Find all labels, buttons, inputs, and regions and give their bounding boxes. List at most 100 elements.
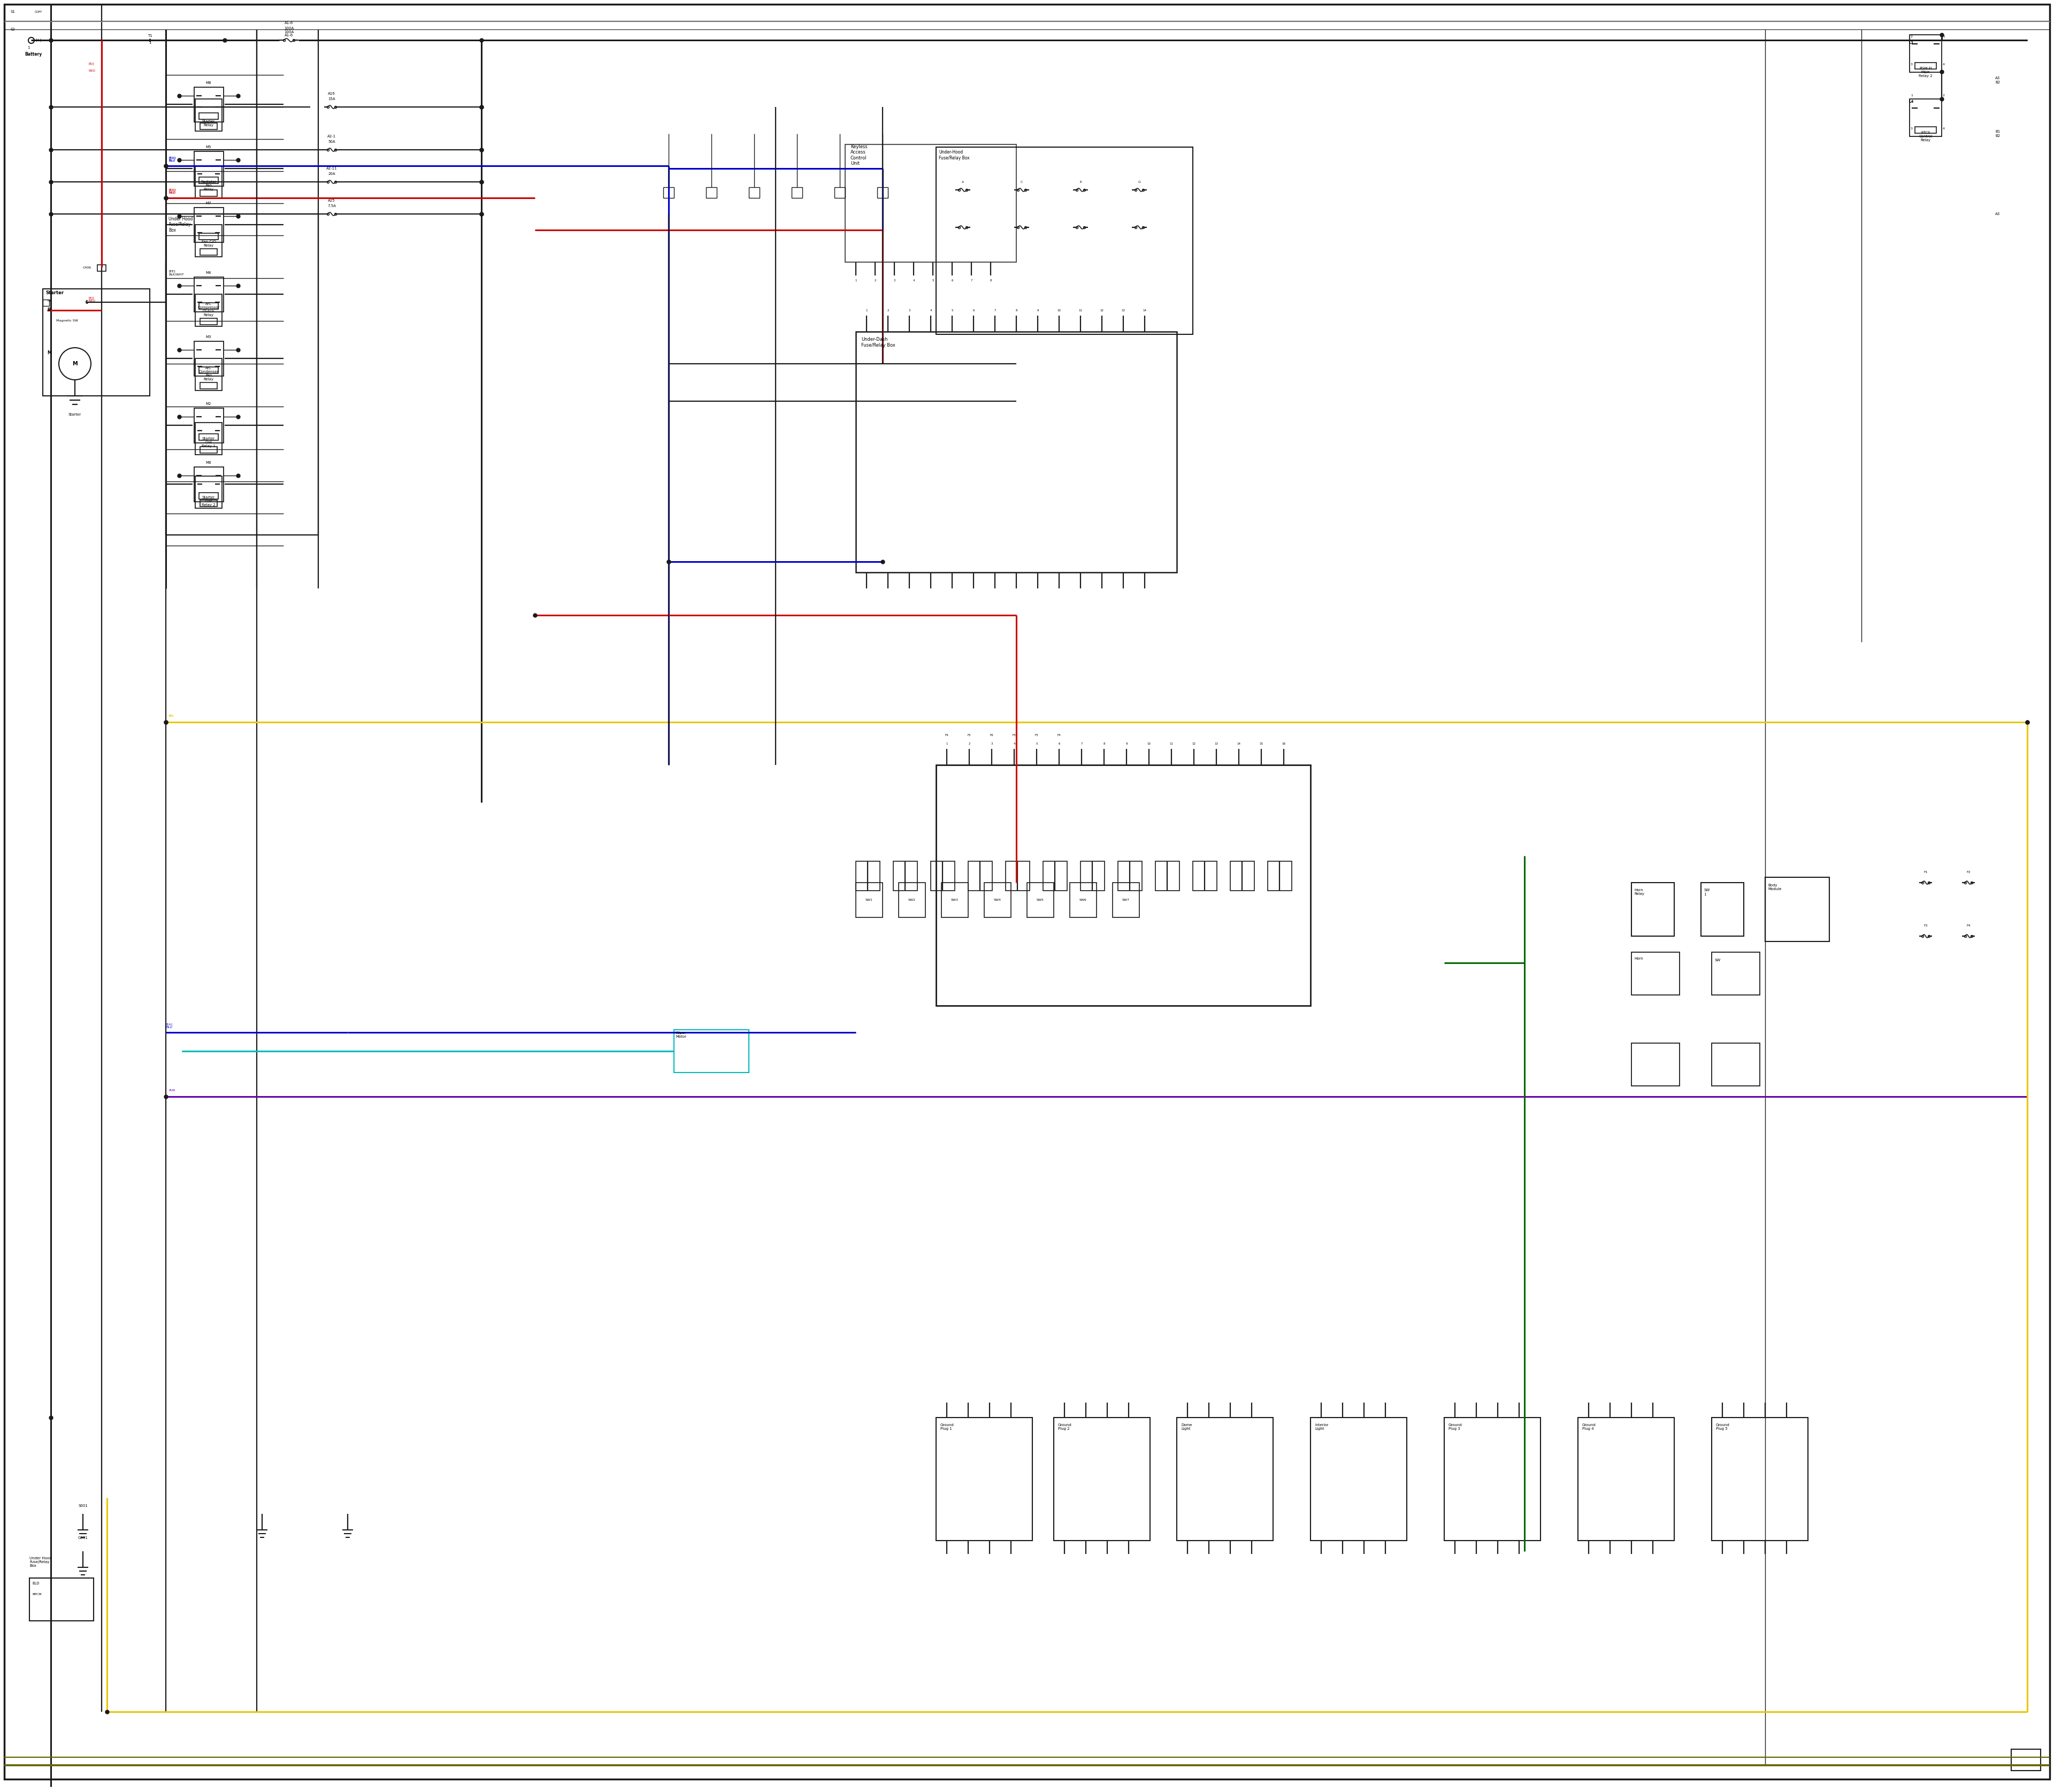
Bar — [1711, 952, 1760, 995]
Text: SW5: SW5 — [1037, 898, 1043, 901]
Bar — [1910, 99, 1941, 136]
Text: YEL: YEL — [168, 715, 175, 717]
Text: RED: RED — [88, 70, 94, 72]
Text: L1: L1 — [1908, 41, 1914, 45]
Bar — [1117, 862, 1142, 891]
Text: A3
B2: A3 B2 — [1994, 77, 2001, 84]
Text: 20A: 20A — [329, 172, 335, 176]
Text: M3: M3 — [205, 335, 212, 339]
Text: 10: 10 — [1058, 308, 1062, 312]
Text: 100A: 100A — [283, 27, 294, 30]
Text: F2: F2 — [1966, 871, 1970, 873]
Text: YEL: YEL — [168, 715, 175, 717]
Bar — [1193, 862, 1216, 891]
Bar — [43, 299, 49, 306]
Text: [EJ]
RED: [EJ] RED — [88, 297, 94, 303]
Text: Fan C/O
Relay: Fan C/O Relay — [201, 240, 216, 247]
Bar — [967, 862, 992, 891]
Text: [EA]
BLU: [EA] BLU — [168, 156, 175, 163]
Text: A: A — [961, 181, 963, 183]
Bar — [857, 332, 1177, 572]
Text: Under-Hood
Fuse/Relay Box: Under-Hood Fuse/Relay Box — [939, 151, 969, 159]
Bar — [2011, 1749, 2040, 1770]
Text: Horn
Relay: Horn Relay — [1635, 889, 1645, 896]
Bar — [937, 147, 1193, 335]
Text: A16: A16 — [329, 91, 335, 95]
Text: (+): (+) — [35, 38, 41, 41]
Bar — [707, 186, 717, 197]
Bar — [1113, 883, 1140, 918]
Bar — [195, 208, 224, 242]
Text: Wiper
Motor: Wiper Motor — [676, 1032, 686, 1039]
Text: G001: G001 — [78, 1536, 88, 1539]
Bar — [195, 468, 224, 502]
Text: Starter
Coil
Relay 1: Starter Coil Relay 1 — [201, 437, 216, 448]
Text: L4: L4 — [1908, 100, 1914, 104]
Text: M: M — [72, 360, 78, 366]
Bar — [43, 289, 150, 396]
Bar — [857, 862, 879, 891]
Text: Dome
Light: Dome Light — [1181, 1423, 1191, 1430]
Text: SW7: SW7 — [1121, 898, 1130, 901]
Text: PGM-FI
Main
Relay 2: PGM-FI Main Relay 2 — [1918, 66, 1933, 77]
Text: A2-11: A2-11 — [327, 167, 337, 170]
Text: A/C
Compressor
Clutch
Relay: A/C Compressor Clutch Relay — [197, 303, 220, 317]
Bar — [750, 186, 760, 197]
Bar — [663, 186, 674, 197]
Text: S001: S001 — [78, 1503, 88, 1507]
Text: 7.5A: 7.5A — [327, 204, 337, 208]
Text: S: S — [86, 299, 88, 305]
Bar — [1631, 1043, 1680, 1086]
Text: M: M — [47, 351, 51, 355]
Text: C: C — [1021, 181, 1023, 183]
Bar — [1080, 862, 1105, 891]
Text: Under Hood
Fuse/Relay
Box: Under Hood Fuse/Relay Box — [29, 1557, 51, 1568]
Text: 1: 1 — [27, 47, 29, 48]
Text: Keyless
Access
Control
Unit: Keyless Access Control Unit — [850, 145, 867, 167]
Text: Ground
Plug 5: Ground Plug 5 — [1715, 1423, 1729, 1430]
Bar — [1267, 862, 1292, 891]
Bar — [1177, 1417, 1273, 1541]
Text: [EE]
BLK/WHT: [EE] BLK/WHT — [168, 271, 185, 276]
Text: E: E — [1080, 181, 1082, 183]
Text: Starter
Coil
Relay 2: Starter Coil Relay 2 — [201, 496, 216, 507]
Text: B: B — [47, 308, 49, 312]
Bar — [195, 278, 224, 312]
Text: F3: F3 — [1925, 925, 1927, 926]
Bar — [1310, 1417, 1407, 1541]
Bar — [1070, 883, 1097, 918]
Bar — [1043, 862, 1068, 891]
Bar — [195, 477, 222, 509]
Text: Radiator
Fan
Relay: Radiator Fan Relay — [201, 181, 216, 192]
Bar — [1444, 1417, 1540, 1541]
Text: BPCM: BPCM — [33, 1593, 41, 1595]
Bar — [941, 883, 967, 918]
Text: M2: M2 — [205, 401, 212, 405]
Bar — [29, 1579, 94, 1620]
Text: Ground
Plug 3: Ground Plug 3 — [1448, 1423, 1462, 1430]
Bar — [1910, 34, 1941, 72]
Text: M8: M8 — [205, 461, 212, 464]
Text: A3: A3 — [1994, 213, 2001, 215]
Bar — [1631, 952, 1680, 995]
Text: Interior
Light: Interior Light — [1315, 1423, 1329, 1430]
Text: S2: S2 — [10, 29, 14, 30]
Text: Ground
Plug 1: Ground Plug 1 — [941, 1423, 955, 1430]
Text: ELD: ELD — [33, 1582, 39, 1584]
Text: 14: 14 — [1237, 742, 1241, 745]
Bar — [195, 294, 222, 326]
Text: [EA]
BLU: [EA] BLU — [168, 156, 175, 163]
Text: G: G — [1138, 181, 1140, 183]
Text: [EA]
BLU: [EA] BLU — [166, 1023, 173, 1029]
Text: Starter: Starter — [45, 290, 64, 296]
Bar — [97, 265, 107, 271]
Text: 1: 1 — [148, 41, 152, 45]
Bar — [1631, 883, 1674, 935]
Text: 13: 13 — [1121, 308, 1126, 312]
Bar — [166, 213, 318, 536]
Bar — [844, 145, 1017, 262]
Text: SW3: SW3 — [951, 898, 959, 901]
Text: 11: 11 — [1078, 308, 1082, 312]
Bar — [893, 862, 918, 891]
Text: Under Hood
Fuse/Relay
Box: Under Hood Fuse/Relay Box — [168, 217, 193, 233]
